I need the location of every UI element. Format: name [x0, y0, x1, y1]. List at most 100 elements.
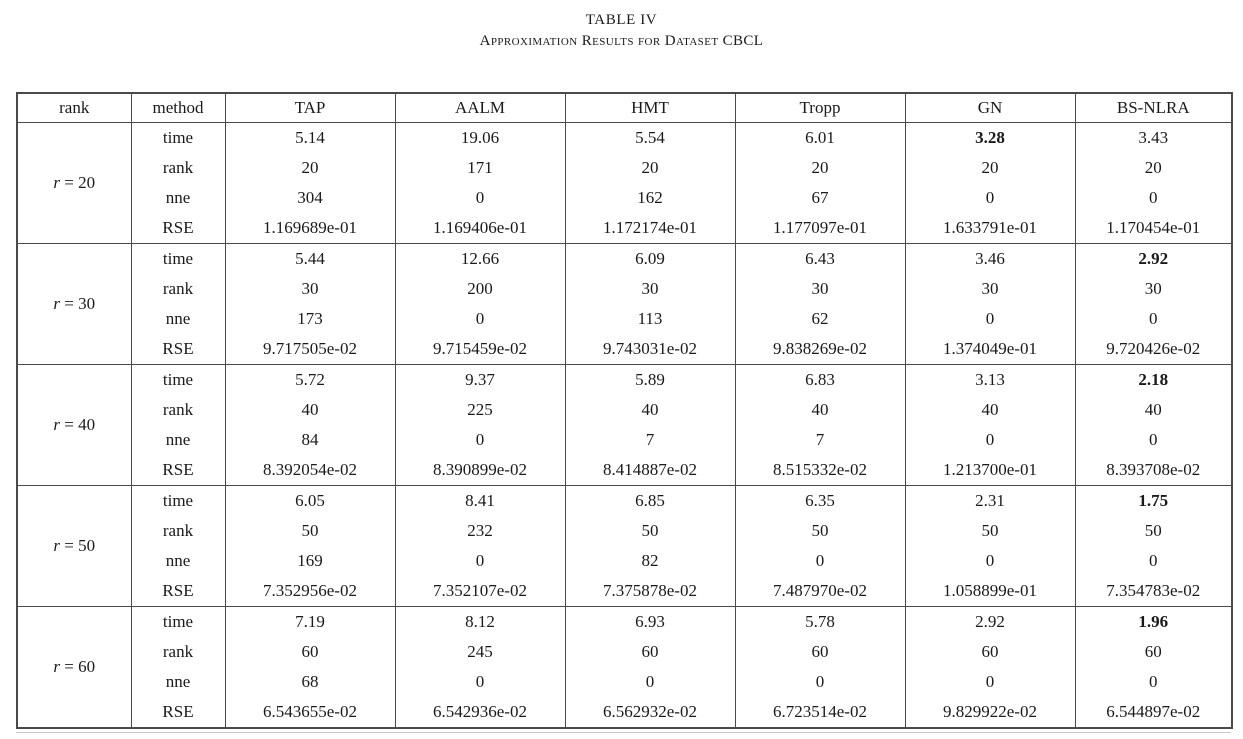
value-cell: 84: [224, 425, 396, 455]
value-cell: 304: [224, 183, 396, 213]
value-cell: 225: [394, 395, 566, 425]
value-cell: 6.05: [224, 485, 396, 516]
value-cell: 6.85: [564, 485, 736, 516]
value-cell: 30: [1074, 274, 1233, 304]
value-cell: 30: [564, 274, 736, 304]
rank-group-label: r = 20: [16, 122, 132, 244]
value-cell: 5.54: [564, 122, 736, 153]
table-row: RSE 7.352956e-02 7.352107e-02 7.375878e-02 7…: [17, 576, 1233, 607]
table-body: r = 20 time 5.14 19.06 5.54 6.01 3.28 3.43 rank 2…: [16, 122, 1233, 728]
value-cell: 9.37: [394, 364, 566, 395]
column-header: BS-NLRA: [1074, 93, 1233, 123]
value-cell: 6.01: [734, 122, 906, 153]
table-row: RSE 6.543655e-02 6.542936e-02 6.562932e-02 6…: [17, 697, 1233, 728]
value-cell: 0: [904, 304, 1076, 334]
value-cell: 6.43: [734, 243, 906, 274]
value-cell: 5.14: [224, 122, 396, 153]
value-cell: 2.92: [904, 606, 1076, 637]
value-cell: 0: [1074, 425, 1233, 455]
value-cell: 171: [394, 153, 566, 183]
value-cell: 60: [734, 637, 906, 667]
column-header: method: [130, 93, 226, 123]
value-cell: 6.83: [734, 364, 906, 395]
column-header: HMT: [564, 93, 736, 123]
metric-label: RSE: [130, 697, 226, 728]
value-cell: 7.354783e-02: [1074, 576, 1233, 607]
value-cell: 1.633791e-01: [904, 213, 1076, 244]
metric-label: nne: [130, 667, 226, 697]
metric-label: RSE: [130, 576, 226, 607]
value-cell: 6.09: [564, 243, 736, 274]
value-cell: 8.41: [394, 485, 566, 516]
value-cell: 232: [394, 516, 566, 546]
table-row: RSE 1.169689e-01 1.169406e-01 1.172174e-01 1…: [17, 213, 1233, 244]
value-cell: 8.392054e-02: [224, 455, 396, 486]
table-row: r = 40 time 5.72 9.37 5.89 6.83 3.13 2.18: [16, 364, 1233, 486]
value-cell: 0: [734, 667, 906, 697]
value-cell: 40: [734, 395, 906, 425]
rank-variable: r: [53, 657, 61, 676]
results-table: rank method TAP AALM HMT Tropp GN BS-NLRA r = 2…: [16, 92, 1233, 729]
metric-label: rank: [130, 395, 226, 425]
metric-label: time: [130, 243, 226, 274]
value-cell: 20: [224, 153, 396, 183]
rank-group-label: r = 50: [16, 485, 132, 607]
value-cell: 0: [904, 546, 1076, 576]
metric-label: rank: [130, 153, 226, 183]
value-cell: 9.717505e-02: [224, 334, 396, 365]
value-cell: 30: [224, 274, 396, 304]
value-cell: 50: [1074, 516, 1233, 546]
value-cell: 0: [394, 546, 566, 576]
value-cell: 2.18: [1074, 364, 1233, 395]
value-cell: 9.720426e-02: [1074, 334, 1233, 365]
value-cell: 173: [224, 304, 396, 334]
value-cell: 7.352956e-02: [224, 576, 396, 607]
value-cell: 245: [394, 637, 566, 667]
value-cell: 0: [564, 667, 736, 697]
value-cell: 1.170454e-01: [1074, 213, 1233, 244]
column-header: GN: [904, 93, 1076, 123]
rank-group-label: r = 40: [16, 364, 132, 486]
value-cell: 0: [1074, 304, 1233, 334]
value-cell: 6.543655e-02: [224, 697, 396, 728]
value-cell: 62: [734, 304, 906, 334]
value-cell: 40: [224, 395, 396, 425]
value-cell: 19.06: [394, 122, 566, 153]
value-cell: 20: [904, 153, 1076, 183]
table-row: nne 169 0 82 0 0 0: [17, 546, 1233, 576]
table-row: r = 30 time 5.44 12.66 6.09 6.43 3.46 2.92: [16, 243, 1233, 365]
value-cell: 60: [564, 637, 736, 667]
metric-label: rank: [130, 516, 226, 546]
value-cell: 20: [564, 153, 736, 183]
value-cell: 82: [564, 546, 736, 576]
value-cell: 8.390899e-02: [394, 455, 566, 486]
value-cell: 6.542936e-02: [394, 697, 566, 728]
metric-label: time: [130, 122, 226, 153]
value-cell: 1.96: [1074, 606, 1233, 637]
table-row: rank 40 225 40 40 40 40: [17, 395, 1233, 425]
value-cell: 8.12: [394, 606, 566, 637]
bottom-rule: [16, 732, 1231, 733]
value-cell: 9.838269e-02: [734, 334, 906, 365]
value-cell: 1.177097e-01: [734, 213, 906, 244]
rank-variable: r: [53, 415, 61, 434]
value-cell: 0: [394, 304, 566, 334]
value-cell: 60: [224, 637, 396, 667]
value-cell: 9.743031e-02: [564, 334, 736, 365]
value-cell: 60: [904, 637, 1076, 667]
table-row: nne 173 0 113 62 0 0: [17, 304, 1233, 334]
column-header: TAP: [224, 93, 396, 123]
value-cell: 7.487970e-02: [734, 576, 906, 607]
value-cell: 5.72: [224, 364, 396, 395]
table-row: rank 50 232 50 50 50 50: [17, 516, 1233, 546]
value-cell: 6.723514e-02: [734, 697, 906, 728]
table-container: rank method TAP AALM HMT Tropp GN BS-NLRA r = 2…: [16, 92, 1233, 733]
value-cell: 68: [224, 667, 396, 697]
value-cell: 1.374049e-01: [904, 334, 1076, 365]
value-cell: 1.75: [1074, 485, 1233, 516]
table-row: r = 50 time 6.05 8.41 6.85 6.35 2.31 1.75: [16, 485, 1233, 607]
column-header: AALM: [394, 93, 566, 123]
metric-label: nne: [130, 304, 226, 334]
value-cell: 1.213700e-01: [904, 455, 1076, 486]
